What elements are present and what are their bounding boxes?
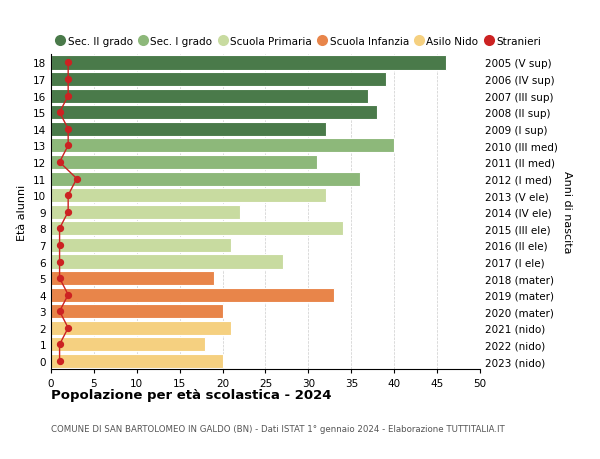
Bar bbox=[51, 354, 223, 368]
Bar bbox=[51, 172, 360, 186]
Point bbox=[64, 192, 73, 199]
Point bbox=[55, 341, 64, 348]
Bar bbox=[51, 56, 446, 70]
Point bbox=[55, 358, 64, 365]
Bar bbox=[51, 123, 326, 137]
Bar bbox=[51, 222, 343, 236]
Point bbox=[55, 225, 64, 233]
Point bbox=[64, 126, 73, 133]
Y-axis label: Anni di nascita: Anni di nascita bbox=[562, 171, 572, 253]
Point bbox=[55, 275, 64, 282]
Bar bbox=[51, 338, 205, 352]
Point bbox=[72, 175, 82, 183]
Point bbox=[55, 242, 64, 249]
Bar bbox=[51, 73, 386, 87]
Bar bbox=[51, 271, 214, 285]
Bar bbox=[51, 255, 283, 269]
Text: COMUNE DI SAN BARTOLOMEO IN GALDO (BN) - Dati ISTAT 1° gennaio 2024 - Elaborazio: COMUNE DI SAN BARTOLOMEO IN GALDO (BN) -… bbox=[51, 425, 505, 434]
Point bbox=[64, 325, 73, 332]
Bar bbox=[51, 238, 231, 252]
Point bbox=[64, 93, 73, 100]
Text: Popolazione per età scolastica - 2024: Popolazione per età scolastica - 2024 bbox=[51, 388, 331, 401]
Bar bbox=[51, 156, 317, 170]
Bar bbox=[51, 321, 231, 335]
Point bbox=[64, 208, 73, 216]
Y-axis label: Età alunni: Età alunni bbox=[17, 184, 28, 241]
Point bbox=[55, 109, 64, 117]
Bar bbox=[51, 189, 326, 203]
Point bbox=[64, 60, 73, 67]
Point bbox=[55, 258, 64, 266]
Point bbox=[64, 142, 73, 150]
Bar bbox=[51, 90, 368, 103]
Bar bbox=[51, 288, 334, 302]
Point bbox=[55, 308, 64, 315]
Bar bbox=[51, 106, 377, 120]
Bar bbox=[51, 304, 223, 319]
Point bbox=[64, 76, 73, 84]
Bar bbox=[51, 139, 394, 153]
Point bbox=[64, 291, 73, 299]
Bar bbox=[51, 205, 240, 219]
Legend: Sec. II grado, Sec. I grado, Scuola Primaria, Scuola Infanzia, Asilo Nido, Stran: Sec. II grado, Sec. I grado, Scuola Prim… bbox=[56, 37, 541, 47]
Point bbox=[55, 159, 64, 166]
